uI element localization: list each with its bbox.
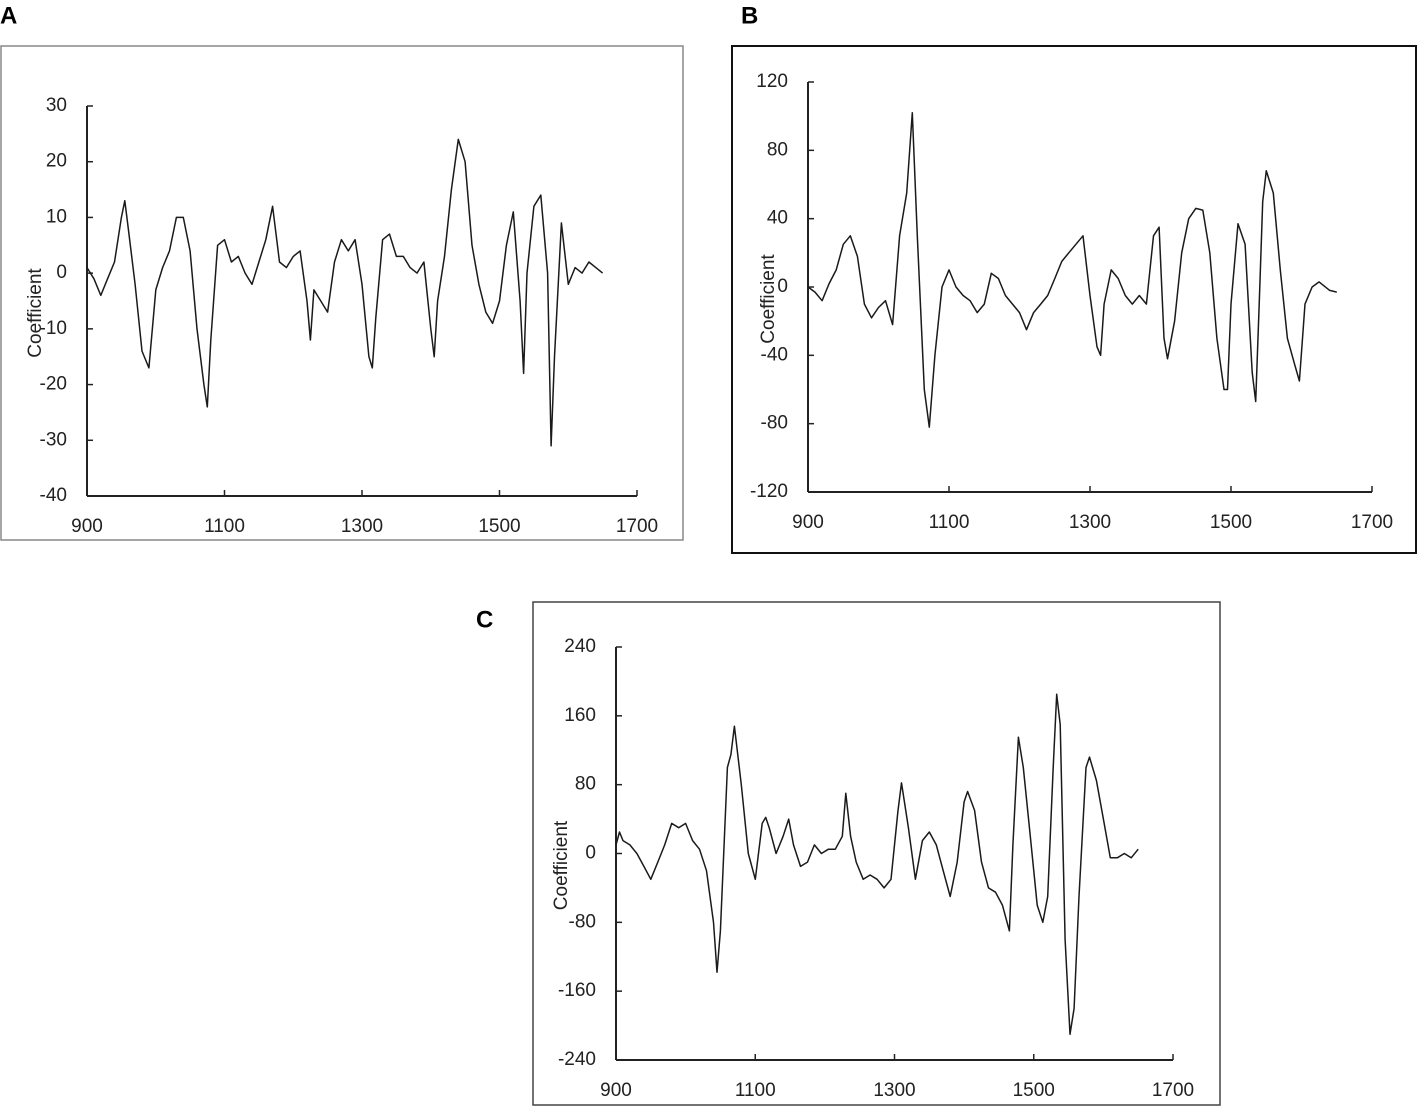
data-line xyxy=(615,693,1139,1035)
y-tick-label: 80 xyxy=(575,774,596,795)
panel-frame xyxy=(532,601,1221,1106)
x-tick-label: 1500 xyxy=(1013,1080,1055,1101)
x-tick-label: 1700 xyxy=(1152,1080,1194,1101)
panel-label: C xyxy=(476,606,493,633)
x-tick-label: 1300 xyxy=(873,1080,915,1101)
x-tick-label: 1300 xyxy=(1069,512,1111,533)
x-tick-label: 900 xyxy=(71,516,103,537)
y-tick-label: 0 xyxy=(585,843,596,864)
y-tick-label: 80 xyxy=(767,139,788,160)
y-tick-label: -120 xyxy=(750,481,788,502)
y-tick-label: 0 xyxy=(777,276,788,297)
y-tick-label: -240 xyxy=(558,1049,596,1070)
y-tick-label: -160 xyxy=(558,980,596,1001)
y-tick-label: 240 xyxy=(564,636,596,657)
y-tick-label: -20 xyxy=(40,374,67,395)
data-line xyxy=(86,138,604,447)
y-tick-label: -10 xyxy=(40,318,67,339)
panel-label: B xyxy=(741,2,758,29)
y-axis-label: Coefficient xyxy=(758,254,779,344)
y-tick-label: 30 xyxy=(46,95,67,116)
y-tick-label: 40 xyxy=(767,208,788,229)
panel-label: A xyxy=(0,2,17,29)
x-tick-label: 1100 xyxy=(929,512,970,533)
x-tick-label: 1500 xyxy=(478,516,520,537)
x-tick-label: 1100 xyxy=(735,1080,776,1101)
x-tick-label: 1700 xyxy=(616,516,658,537)
y-tick-label: -40 xyxy=(40,485,67,506)
x-tick-label: 1100 xyxy=(204,516,245,537)
y-tick-label: 160 xyxy=(564,705,596,726)
x-tick-label: 1700 xyxy=(1351,512,1393,533)
y-tick-label: -30 xyxy=(40,429,67,450)
y-axis-label: Coefficient xyxy=(551,820,572,910)
y-axis-label: Coefficient xyxy=(25,268,46,358)
panel-frame xyxy=(731,45,1417,554)
data-line xyxy=(807,112,1337,428)
y-tick-label: 120 xyxy=(756,71,788,92)
x-tick-label: 1300 xyxy=(341,516,383,537)
y-tick-label: 0 xyxy=(56,262,67,283)
panel-frame xyxy=(0,45,684,541)
x-tick-label: 1500 xyxy=(1210,512,1252,533)
y-tick-label: -80 xyxy=(569,911,596,932)
x-tick-label: 900 xyxy=(792,512,824,533)
y-tick-label: -40 xyxy=(761,344,788,365)
y-tick-label: 10 xyxy=(46,206,67,227)
y-tick-label: 20 xyxy=(46,151,67,172)
y-tick-label: -80 xyxy=(761,413,788,434)
x-tick-label: 900 xyxy=(600,1080,632,1101)
